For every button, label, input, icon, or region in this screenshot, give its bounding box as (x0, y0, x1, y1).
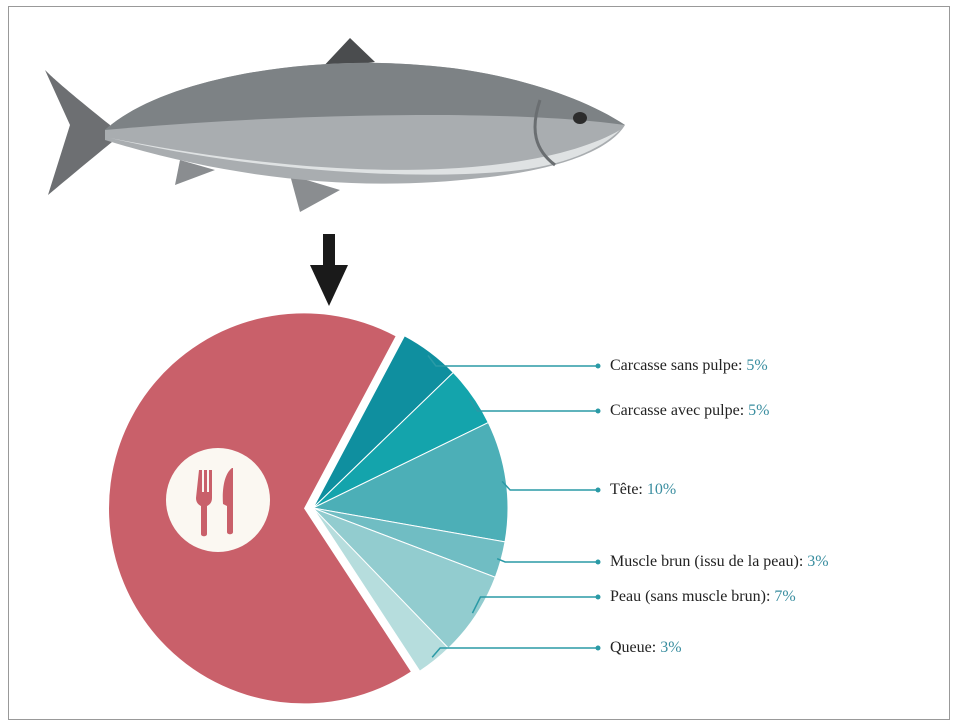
knife (222, 468, 233, 535)
arrow (310, 234, 348, 306)
slice-label: Queue: 3% (610, 639, 682, 656)
leader-dot (595, 645, 601, 651)
leader-dot (595, 559, 601, 565)
leader-line (431, 647, 598, 658)
value-label: 3% (660, 639, 681, 656)
leader-dot (595, 594, 601, 600)
leader-dot (595, 487, 601, 493)
category-label: Peau (sans muscle brun): (610, 588, 770, 605)
leader-line (427, 355, 598, 367)
fork (196, 470, 212, 537)
leader-line (471, 596, 598, 614)
slice-label: Carcasse avec pulpe: 5% (610, 402, 769, 419)
slice-label: Peau (sans muscle brun): 7% (610, 588, 796, 605)
category-label: Carcasse avec pulpe: (610, 402, 744, 419)
value-label: 7% (774, 588, 795, 605)
slice-label: Carcasse sans pulpe: 5% (610, 357, 768, 374)
leader-line (501, 480, 598, 491)
leader-dot (595, 363, 601, 369)
category-label: Queue: (610, 639, 656, 656)
value-label: 3% (807, 553, 828, 570)
category-label: Tête: (610, 481, 643, 498)
value-label: 5% (746, 357, 767, 374)
slice-label: Muscle brun (issu de la peau): 3% (610, 553, 829, 570)
value-label: 10% (647, 481, 676, 498)
category-label: Muscle brun (issu de la peau): (610, 553, 803, 570)
slice-label: Tête: 10% (610, 481, 676, 498)
leader-line (468, 398, 598, 412)
leader-dot (595, 408, 601, 414)
fish (45, 38, 625, 212)
pie-slice (311, 421, 509, 543)
value-label: 5% (748, 402, 769, 419)
cutlery-icon (166, 448, 270, 552)
category-label: Carcasse sans pulpe: (610, 357, 742, 374)
leader-line (496, 558, 598, 563)
icon-circle (166, 448, 270, 552)
